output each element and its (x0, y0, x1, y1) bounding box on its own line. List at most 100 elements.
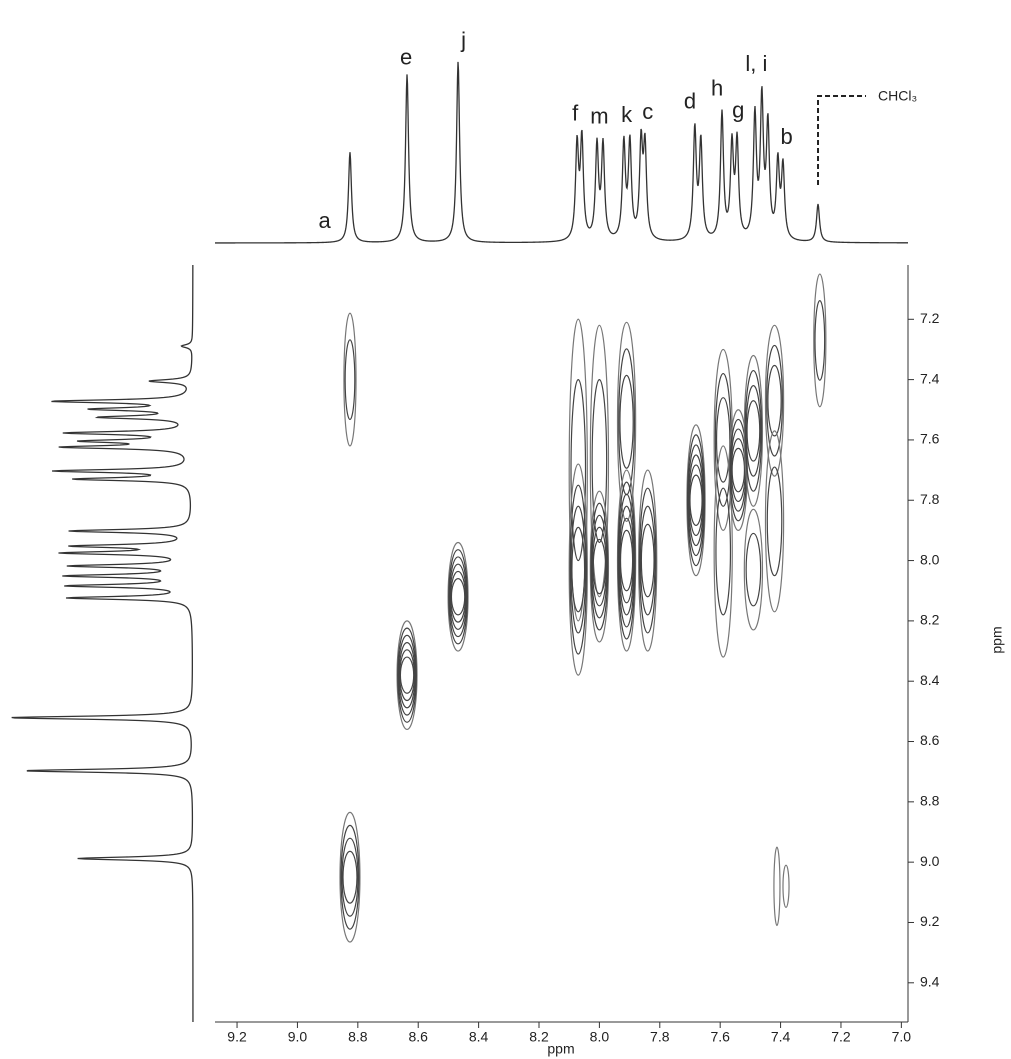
peak-label: f (572, 101, 579, 126)
contour (766, 466, 783, 577)
x-axis-title: ppm (547, 1041, 574, 1057)
contour (743, 354, 764, 507)
contour (767, 364, 782, 437)
contour (714, 372, 732, 507)
x-tick-label: 8.4 (469, 1029, 489, 1045)
contour (743, 508, 764, 631)
contour (447, 541, 469, 652)
contour (731, 447, 746, 493)
contour (689, 474, 703, 526)
x-tick-label: 8.0 (590, 1029, 610, 1045)
contour (764, 430, 785, 613)
contour (592, 538, 607, 595)
contour (397, 634, 417, 716)
contour (397, 627, 417, 723)
contour (589, 490, 610, 643)
y-tick-label: 9.4 (920, 973, 940, 989)
x-tick-label: 7.0 (892, 1029, 912, 1045)
contour (687, 444, 705, 557)
x-tick-label: 7.4 (771, 1029, 791, 1045)
contour (619, 374, 634, 469)
contour (773, 846, 781, 927)
y-tick-label: 7.4 (920, 370, 940, 386)
contour (589, 324, 610, 598)
y-tick-label: 7.6 (920, 431, 940, 447)
contour (399, 656, 415, 694)
contour (715, 487, 732, 616)
solvent-label: CHCl₃ (878, 88, 917, 104)
contour (686, 434, 706, 567)
contour (343, 312, 357, 447)
contour (618, 493, 636, 628)
contour (591, 514, 608, 619)
peak-label: g (732, 98, 744, 123)
solvent-leader (817, 95, 867, 185)
contour (744, 369, 763, 492)
peak-label: a (318, 208, 331, 233)
contour (571, 526, 586, 613)
contour (640, 523, 655, 598)
contour (715, 397, 731, 483)
x-tick-label: 8.8 (348, 1029, 368, 1045)
y-tick-label: 7.8 (920, 491, 940, 507)
contour (399, 649, 415, 702)
contour (713, 348, 733, 532)
contour (342, 850, 358, 904)
contour (448, 549, 468, 645)
contour (570, 379, 587, 562)
contour (745, 532, 762, 607)
contour (450, 570, 466, 623)
contour (813, 273, 827, 408)
contour (344, 339, 356, 421)
contour (616, 321, 637, 522)
y-tick-label: 8.2 (920, 612, 940, 628)
contour (448, 556, 468, 638)
peak-label: l, i (745, 51, 767, 76)
contour (568, 463, 588, 676)
x-tick-label: 8.2 (529, 1029, 549, 1045)
peak-label: j (460, 27, 466, 52)
left-spectrum-trace (11, 265, 194, 1022)
contour (639, 505, 656, 616)
y-tick-label: 9.0 (920, 853, 940, 869)
y-tick-label: 8.4 (920, 672, 940, 688)
contour (688, 454, 704, 547)
x-tick-label: 9.0 (288, 1029, 308, 1045)
contour (764, 324, 785, 477)
contour (449, 563, 467, 630)
contour (618, 505, 635, 616)
y-tick-label: 7.2 (920, 310, 940, 326)
contour (746, 400, 761, 462)
y-axis-title: ppm (989, 626, 1005, 653)
contour (766, 344, 783, 457)
contour (686, 424, 706, 577)
contour (569, 484, 588, 655)
y-tick-label: 8.0 (920, 551, 940, 567)
contour (396, 620, 418, 731)
y-tick-label: 8.8 (920, 793, 940, 809)
x-tick-label: 7.6 (710, 1029, 730, 1045)
contour (591, 379, 608, 544)
contour (568, 318, 588, 622)
x-tick-label: 7.2 (831, 1029, 851, 1045)
y-tick-label: 9.2 (920, 913, 940, 929)
contour (618, 348, 636, 496)
peak-label: m (590, 103, 608, 128)
contour (814, 299, 826, 381)
contour (617, 481, 636, 640)
contour (340, 824, 360, 930)
peak-label: h (711, 75, 723, 100)
peak-label: e (400, 45, 412, 70)
contour (782, 864, 790, 908)
contour (638, 469, 658, 652)
contour (619, 517, 634, 604)
top-spectrum-trace (215, 61, 908, 244)
contour (730, 428, 747, 512)
contour (688, 464, 704, 537)
contour (590, 502, 609, 631)
contour (616, 469, 637, 652)
x-tick-label: 9.2 (227, 1029, 247, 1045)
x-tick-label: 8.6 (408, 1029, 428, 1045)
